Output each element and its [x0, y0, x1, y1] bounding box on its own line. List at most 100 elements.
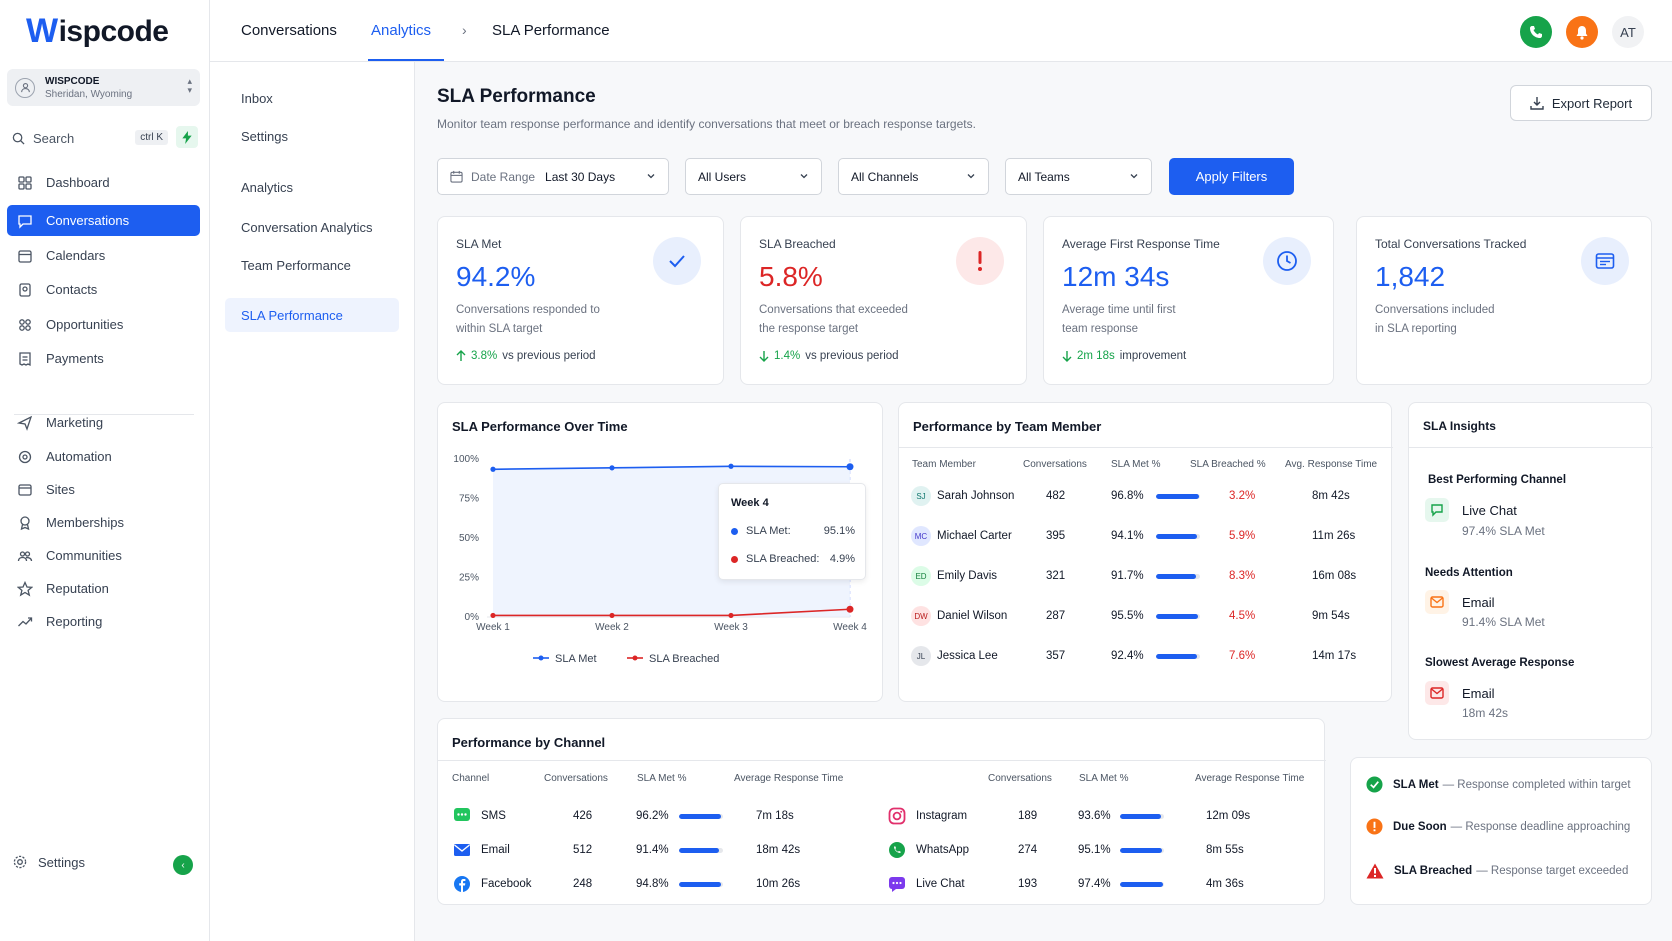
- date-range-filter[interactable]: Date Range Last 30 Days: [437, 158, 669, 195]
- subnav-team-performance[interactable]: Team Performance: [241, 257, 351, 273]
- teams-filter[interactable]: All Teams: [1005, 158, 1152, 195]
- kpi-description: Conversations responded to within SLA tar…: [456, 304, 600, 335]
- kpi-label: SLA Breached: [759, 237, 836, 251]
- subnav-inbox[interactable]: Inbox: [241, 90, 273, 106]
- member-avatar: MC: [911, 526, 931, 546]
- sidebar-item-label: Sites: [46, 482, 75, 497]
- ch-header-conversations: Conversations: [544, 773, 608, 784]
- quick-action-button[interactable]: [176, 126, 198, 148]
- account-switcher[interactable]: WISPCODE Sheridan, Wyoming ▴ ▾: [7, 69, 200, 106]
- met-progress-bar: [1156, 653, 1200, 659]
- sidebar-item-label: Marketing: [46, 415, 104, 430]
- notifications-button[interactable]: [1566, 16, 1598, 48]
- channel-row[interactable]: Instagram 189 93.6% 12m 09s: [888, 804, 1308, 828]
- arrow-down-icon: [1062, 351, 1072, 362]
- sidebar-item-opportunities[interactable]: Opportunities: [7, 309, 200, 340]
- channel-avg-response: 4m 36s: [1206, 878, 1244, 890]
- check-circle-icon: [1366, 776, 1383, 793]
- sidebar-item-communities[interactable]: Communities: [7, 540, 200, 571]
- kpi-card-total-conversations: Total Conversations Tracked 1,842 Conver…: [1356, 216, 1652, 385]
- kpi-value: 94.2%: [456, 261, 536, 292]
- logo-mark: W: [26, 12, 58, 50]
- sidebar-item-reporting[interactable]: Reporting: [7, 606, 200, 637]
- collapse-sidebar-button[interactable]: ‹: [173, 855, 193, 875]
- kpi-value: 12m 34s: [1062, 261, 1170, 292]
- apply-filters-button[interactable]: Apply Filters: [1169, 158, 1294, 195]
- series-line-sla-met: [492, 465, 851, 471]
- kpi-description: Conversations included in SLA reporting: [1375, 304, 1495, 335]
- users-filter[interactable]: All Users: [685, 158, 822, 195]
- member-avg-response: 8m 42s: [1312, 490, 1350, 502]
- table-row[interactable]: DW Daniel Wilson 287 95.5% 4.5% 9m 54s: [911, 596, 1381, 636]
- channel-name: WhatsApp: [916, 844, 970, 856]
- y-tick-label: 50%: [459, 533, 479, 544]
- table-row[interactable]: ED Emily Davis 321 91.7% 8.3% 16m 08s: [911, 556, 1381, 596]
- table-row[interactable]: SJ Sarah Johnson 482 96.8% 3.2% 8m 42s: [911, 476, 1381, 516]
- channel-conversations: 193: [1018, 878, 1038, 890]
- sidebar-item-conversations[interactable]: Conversations: [7, 205, 200, 236]
- tab-conversations[interactable]: Conversations: [241, 22, 337, 39]
- insight-slowest-value: 18m 42s: [1462, 706, 1509, 720]
- sidebar-item-label: Dashboard: [46, 175, 110, 190]
- account-name: WISPCODE: [45, 75, 100, 87]
- subnav-sla-performance[interactable]: SLA Performance: [225, 298, 399, 332]
- tab-analytics[interactable]: Analytics: [371, 22, 432, 39]
- user-avatar[interactable]: AT: [1612, 16, 1644, 48]
- sidebar-item-dashboard[interactable]: Dashboard: [7, 167, 200, 198]
- sidebar-item-payments[interactable]: Payments: [7, 343, 200, 374]
- table-row[interactable]: JL Jessica Lee 357 92.4% 7.6% 14m 17s: [911, 636, 1381, 676]
- subnav-conversation-analytics[interactable]: Conversation Analytics: [241, 219, 373, 235]
- channel-row[interactable]: Live Chat 193 97.4% 4m 36s: [888, 872, 1308, 896]
- col-header-breached: SLA Breached %: [1190, 459, 1266, 470]
- channel-met: 95.1%: [1078, 844, 1111, 856]
- legend-swatch-dot: [538, 655, 544, 661]
- bell-icon: [1576, 25, 1588, 40]
- ch-header-met: SLA Met %: [637, 773, 687, 784]
- subnav-analytics[interactable]: Analytics: [241, 179, 294, 195]
- search-icon: [12, 132, 25, 145]
- kpi-delta: 3.8% vs previous period: [456, 350, 596, 362]
- channel-row[interactable]: Facebook 248 94.8% 10m 26s: [453, 872, 873, 896]
- sidebar-item-marketing[interactable]: Marketing: [7, 407, 200, 438]
- sidebar-settings[interactable]: Settings: [12, 854, 85, 870]
- top-bar: Conversations Analytics › SLA Performanc…: [210, 0, 1672, 62]
- member-breached: 3.2%: [1229, 490, 1256, 502]
- channels-filter[interactable]: All Channels: [838, 158, 989, 195]
- sidebar-item-reputation[interactable]: Reputation: [7, 573, 200, 604]
- x-tick-label: Week 4: [833, 622, 867, 633]
- y-tick-label: 0%: [465, 612, 480, 623]
- insight-slowest-heading: Slowest Average Response: [1425, 657, 1575, 669]
- channel-row[interactable]: SMS 426 96.2% 7m 18s: [453, 804, 873, 828]
- col-header-met: SLA Met %: [1111, 459, 1161, 470]
- teams-filter-value: All Teams: [1018, 169, 1070, 184]
- team-performance-card: Performance by Team Member: [898, 402, 1393, 702]
- email-alert-icon: [1425, 681, 1449, 705]
- logo-text: ispcode: [58, 14, 169, 48]
- phone-button[interactable]: [1520, 16, 1552, 48]
- users-filter-value: All Users: [698, 169, 747, 184]
- star-icon: [16, 580, 34, 598]
- sidebar-item-label: Opportunities: [46, 317, 124, 332]
- member-avg-response: 11m 26s: [1312, 530, 1356, 542]
- export-report-button[interactable]: Export Report: [1510, 85, 1652, 121]
- table-row[interactable]: MC Michael Carter 395 94.1% 5.9% 11m 26s: [911, 516, 1381, 556]
- sidebar-item-label: Reporting: [46, 614, 103, 629]
- sidebar-item-calendars[interactable]: Calendars: [7, 240, 200, 271]
- sidebar-item-sites[interactable]: Sites: [7, 474, 200, 505]
- channel-row[interactable]: Email 512 91.4% 18m 42s: [453, 838, 873, 862]
- kpi-card-first-response: Average First Response Time 12m 34s Aver…: [1043, 216, 1334, 385]
- kpi-delta: 1.4% vs previous period: [759, 350, 899, 362]
- channel-avg-response: 8m 55s: [1206, 844, 1244, 856]
- channel-met: 91.4%: [636, 844, 669, 856]
- subnav-settings[interactable]: Settings: [241, 128, 288, 144]
- channel-row[interactable]: WhatsApp 274 95.1% 8m 55s: [888, 838, 1308, 862]
- sidebar-item-contacts[interactable]: Contacts: [7, 274, 200, 305]
- breadcrumb-current: SLA Performance: [492, 22, 610, 39]
- channel-avg-response: 7m 18s: [756, 810, 794, 822]
- sidebar-item-memberships[interactable]: Memberships: [7, 507, 200, 538]
- sidebar-search[interactable]: Search ctrl K: [7, 126, 200, 150]
- sidebar-item-automation[interactable]: Automation: [7, 441, 200, 472]
- ch-header-channel: Channel: [452, 773, 490, 784]
